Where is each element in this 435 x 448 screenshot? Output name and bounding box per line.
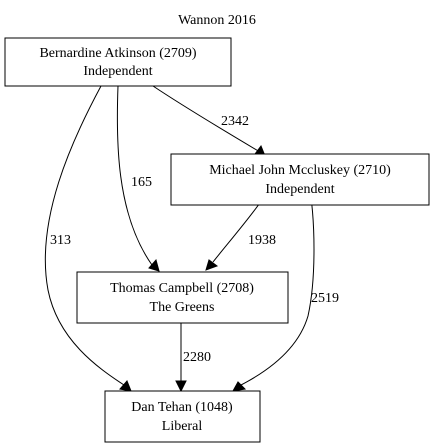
edge-mccluskey-tehan (240, 177, 315, 386)
arrowhead-campbell-tehan (175, 380, 187, 393)
edge-label-atkinson-tehan: 313 (50, 233, 71, 248)
edge-label-mccluskey-tehan: 2519 (311, 291, 339, 306)
edge-atkinson-mccluskey (152, 85, 261, 153)
arrowhead-mccluskey-campbell (205, 259, 219, 271)
node-tehan[interactable]: Dan Tehan (1048) Liberal (104, 390, 261, 443)
diagram-title: Wannon 2016 (178, 13, 256, 28)
edge-atkinson-campbell (116, 85, 153, 266)
edge-label-atkinson-campbell: 165 (131, 175, 152, 190)
node-atkinson-party: Independent (83, 64, 152, 79)
edge-label-mccluskey-campbell: 1938 (248, 233, 276, 248)
node-mccluskey-box-outer (170, 153, 430, 206)
node-atkinson-box (4, 37, 232, 87)
node-tehan-name: Dan Tehan (1048) (131, 400, 233, 415)
node-mccluskey[interactable]: Michael John Mccluskey (2710) Independen… (170, 153, 430, 206)
node-atkinson[interactable]: Bernardine Atkinson (2709) Independent (4, 37, 232, 87)
node-tehan-box (104, 390, 261, 443)
edge-label-campbell-tehan: 2280 (183, 350, 211, 365)
node-mccluskey-party: Independent (265, 182, 334, 197)
node-mccluskey-name: Michael John Mccluskey (2710) (209, 163, 391, 178)
edge-atkinson-tehan (44, 85, 125, 386)
arrowhead-atkinson-campbell (148, 258, 160, 272)
node-campbell-name: Thomas Campbell (2708) (110, 281, 254, 296)
edge-label-atkinson-mccluskey: 2342 (221, 114, 249, 129)
node-atkinson-name: Bernardine Atkinson (2709) (39, 46, 196, 61)
arrowhead-mccluskey-tehan (232, 381, 247, 392)
node-tehan-party: Liberal (162, 419, 203, 434)
node-campbell-party: The Greens (150, 300, 215, 315)
arrowhead-atkinson-tehan (119, 380, 132, 392)
edges: 2342 165 313 1938 2519 2280 (44, 85, 339, 393)
node-campbell[interactable]: Thomas Campbell (2708) The Greens (76, 271, 289, 324)
node-campbell-box (76, 271, 289, 324)
